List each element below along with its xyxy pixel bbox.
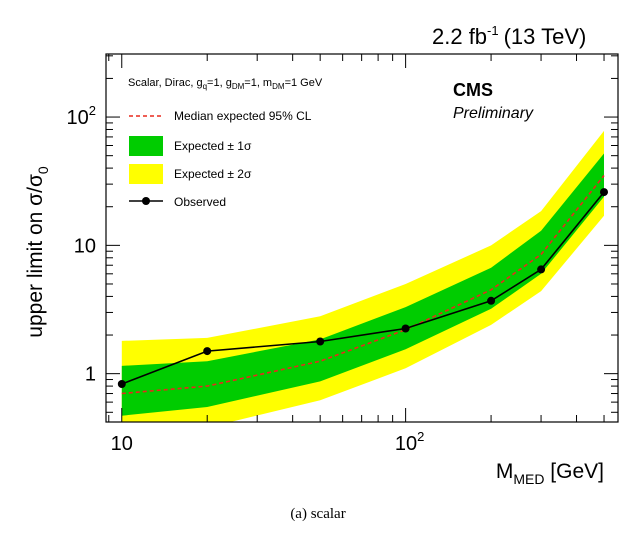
legend-1sigma-label: Expected ± 1σ xyxy=(174,139,252,153)
y-axis-label: upper limit on σ/σ0 xyxy=(24,166,51,338)
x-tick-label: 10 xyxy=(111,433,133,455)
observed-point xyxy=(600,188,608,197)
luminosity-label: 2.2 fb-1 (13 TeV) xyxy=(432,23,586,49)
median-expected-line xyxy=(121,175,605,395)
y-tick-label: 102 xyxy=(67,103,96,129)
x-axis-label: MMED [GeV] xyxy=(496,460,604,487)
legend: Scalar, Dirac, gq=1, gDM=1, mDM=1 GeV Me… xyxy=(128,77,323,209)
expected-1sigma-band xyxy=(121,153,605,416)
y-tick-label: 1 xyxy=(85,364,96,386)
legend-1sigma-swatch xyxy=(129,136,163,156)
status-label: Preliminary xyxy=(453,105,534,122)
expected-2sigma-band xyxy=(121,130,604,422)
observed-point xyxy=(203,347,212,356)
x-tick-label: 102 xyxy=(395,429,424,455)
model-description: Scalar, Dirac, gq=1, gDM=1, mDM=1 GeV xyxy=(128,77,323,91)
observed-point xyxy=(487,296,496,305)
legend-observed-marker xyxy=(142,197,150,205)
observed-point xyxy=(117,380,126,388)
observed-point xyxy=(537,265,546,274)
energy-label: (13 TeV) xyxy=(504,24,587,49)
observed-point xyxy=(401,324,410,333)
experiment-label: CMS xyxy=(453,80,493,100)
legend-median-label: Median expected 95% CL xyxy=(174,109,312,123)
legend-2sigma-label: Expected ± 2σ xyxy=(174,167,252,181)
legend-observed-label: Observed xyxy=(174,195,226,209)
y-tick-label: 10 xyxy=(74,235,96,257)
observed-point xyxy=(316,337,325,346)
figure-caption: (a) scalar xyxy=(290,506,345,522)
legend-2sigma-swatch xyxy=(129,164,163,184)
